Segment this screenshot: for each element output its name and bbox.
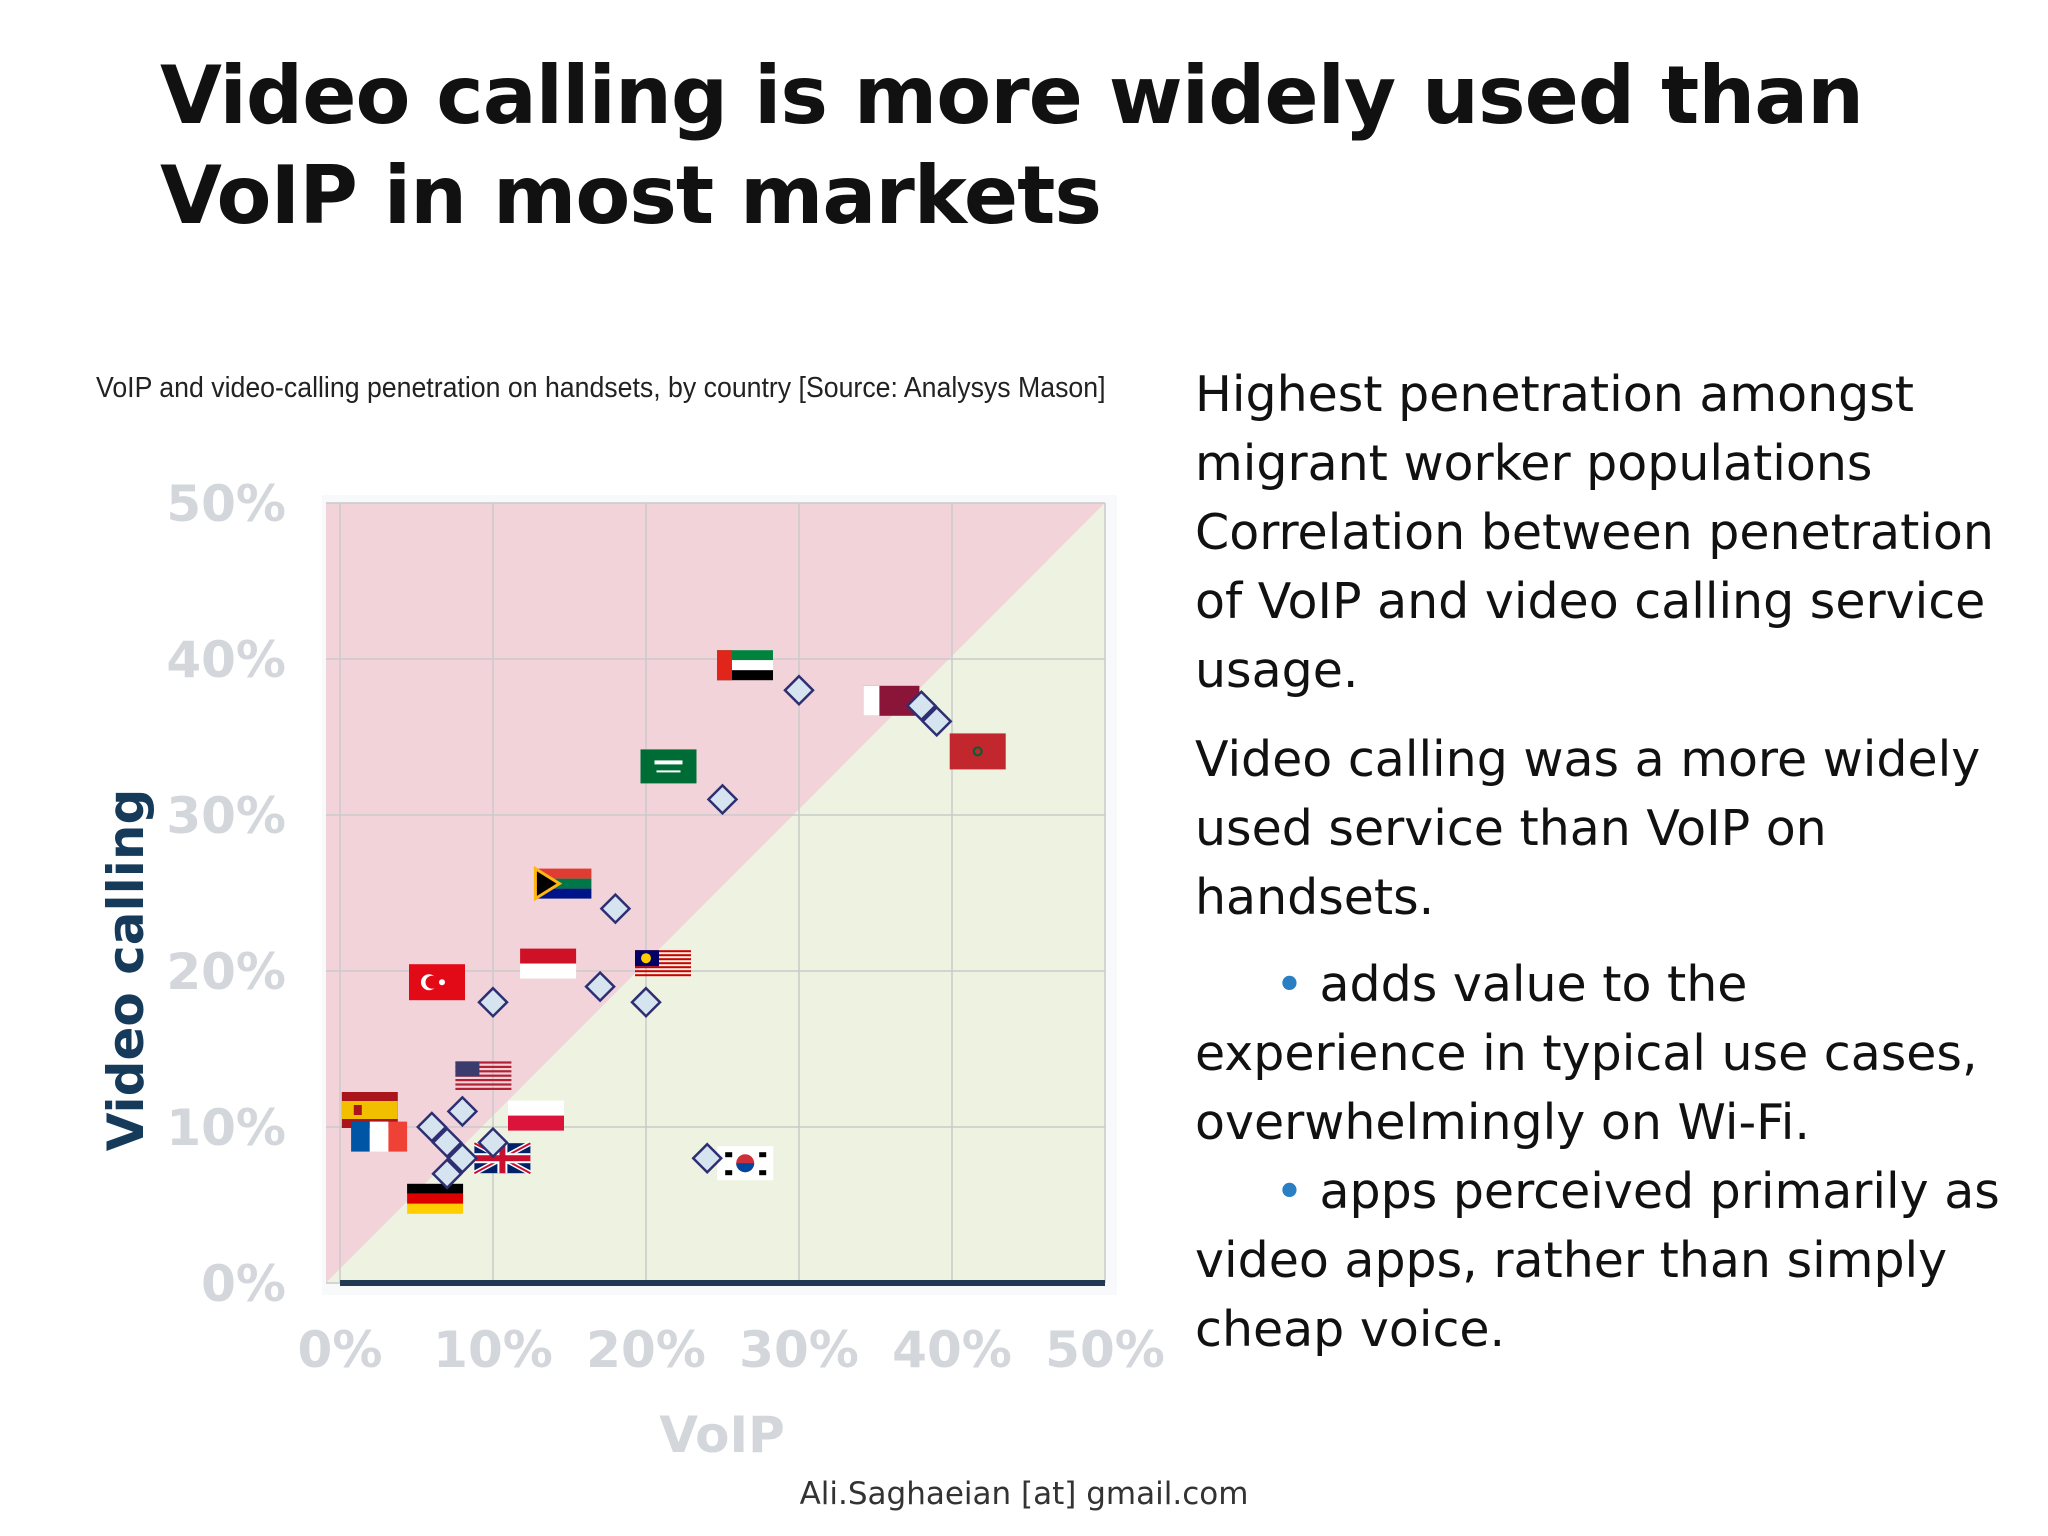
germany-flag-icon (407, 1183, 464, 1214)
indonesia-flag-icon (520, 948, 577, 979)
x-tick-label: 10% (433, 1321, 553, 1379)
data-point-south-korea (691, 1142, 723, 1174)
footer-email: Ali.Saghaeian [at] gmail.com (799, 1476, 1249, 1512)
x-axis-title: VoIP (659, 1406, 785, 1464)
uae-flag-icon (717, 650, 773, 681)
x-tick-label: 50% (1045, 1321, 1165, 1379)
x-tick-label: 30% (739, 1321, 859, 1379)
bullet-text: Highest penetration amongst migrant work… (1195, 360, 2015, 1364)
qatar-flag-icon (863, 685, 920, 716)
x-tick-label: 0% (298, 1321, 383, 1379)
sub-bullet-2: • apps perceived primarily as video apps… (1195, 1157, 2015, 1364)
data-point-germany (431, 1158, 463, 1190)
data-point-spain (416, 1111, 448, 1143)
y-tick-label: 50% (166, 475, 286, 533)
bullet-dot-icon: • (1275, 1163, 1320, 1220)
poland-flag-icon (508, 1100, 564, 1131)
data-point-malaysia (630, 986, 662, 1018)
data-point-indonesia (584, 970, 616, 1003)
bullet-dot-icon: • (1275, 956, 1320, 1013)
y-tick-label: 30% (166, 787, 286, 845)
data-point-turkey (477, 986, 509, 1018)
bullet-paragraph-1: Highest penetration amongst migrant work… (1195, 366, 1914, 492)
data-point-qatar (905, 690, 938, 722)
turkey-flag-icon (409, 964, 465, 1001)
data-point-poland (477, 1126, 509, 1159)
y-axis-title: Video calling (97, 789, 155, 1152)
data-point-uk (446, 1142, 479, 1174)
south-korea-flag-icon (717, 1146, 774, 1181)
usa-flag-icon (455, 1061, 512, 1090)
sub-bullet-1-text: adds value to the experience in typical … (1195, 956, 1978, 1151)
data-point-usa (446, 1095, 479, 1128)
scatter-chart: 0% 10% 20% 30% 40% 50% 0% 10% 20% 30% 40% 50% Video … (97, 475, 1165, 1464)
data-point-uae (783, 674, 815, 706)
data-point-morocco (920, 705, 953, 738)
y-tick-label: 0% (201, 1255, 286, 1313)
y-tick-label: 20% (166, 943, 286, 1001)
slide-title: Video calling is more widely used than V… (160, 49, 1864, 242)
sub-bullet-1: • adds value to the experience in typica… (1195, 950, 2015, 1157)
morocco-flag-icon (949, 733, 1006, 770)
chart-title: VoIP and video-calling penetration on ha… (96, 372, 1106, 404)
france-flag-icon (351, 1121, 408, 1152)
south-africa-flag-icon (533, 865, 592, 902)
malaysia-flag-icon (635, 950, 691, 977)
data-point-south-africa (599, 892, 632, 925)
data-point-france (431, 1126, 463, 1159)
bullet-paragraph-3: Video calling was a more widely used ser… (1195, 731, 1981, 926)
x-tick-label: 20% (586, 1321, 706, 1379)
y-tick-label: 10% (166, 1099, 286, 1157)
sub-bullet-2-text: apps perceived primarily as video apps, … (1195, 1163, 2000, 1358)
x-tick-label: 40% (892, 1321, 1012, 1379)
y-tick-label: 40% (166, 631, 286, 689)
data-point-saudi-arabia (706, 783, 739, 816)
bullet-paragraph-2: Correlation between penetration of VoIP … (1195, 504, 1994, 699)
saudi-arabia-flag-icon (640, 749, 697, 784)
